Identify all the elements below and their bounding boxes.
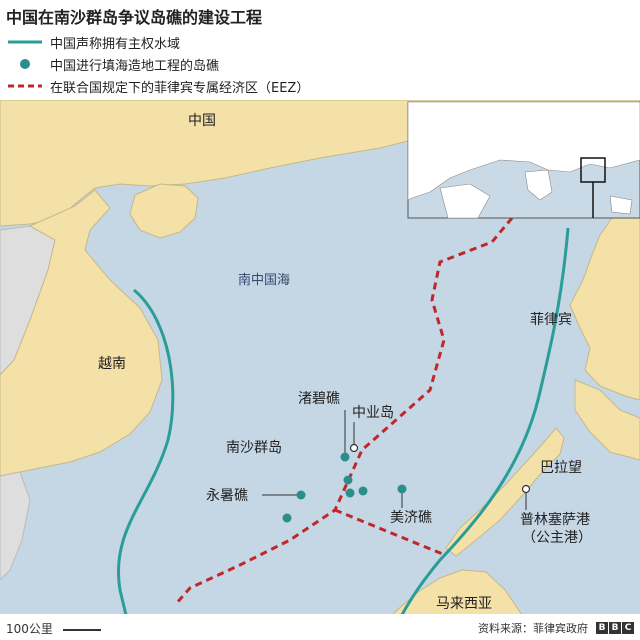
source-credit: 资料来源：菲律宾政府 B B C [478,620,634,636]
legend-reclaimed-label: 中国进行填海造地工程的岛礁 [50,58,220,74]
luzon-island [569,209,640,401]
label-subi-reef: 渚碧礁 [298,391,340,407]
inset-landmass-africa [439,183,491,219]
china-claim-line-west [117,288,175,640]
label-fiery-cross: 永暑礁 [206,488,248,504]
reef-marker-1 [343,475,353,485]
inset-map [407,101,640,219]
city-marker-puerto-princesa [521,484,531,494]
label-south-china-sea: 南中国海 [238,272,290,288]
eez-line-swatch [6,76,44,96]
map-title: 中国在南沙群岛争议岛礁的建设工程 [6,8,263,27]
reef-marker-fiery-cross [296,490,306,500]
south-china-sea-map: 中国 南中国海 越南 南沙群岛 渚碧礁 中业岛 永暑礁 美济礁 菲律宾 巴拉望 … [0,100,640,640]
bbc-logo: B B C [596,622,634,634]
scale-bar: 100公里 [6,620,101,637]
legend-eez-label: 在联合国规定下的菲律宾专属经济区（EEZ） [50,80,310,96]
footer-band [0,614,640,640]
bbc-logo-letter-2: B [609,622,621,634]
legend-claim-line: 中国声称拥有主权水域 [6,32,180,52]
claim-line-swatch [6,32,44,52]
scale-line [62,628,101,631]
legend-reclaimed: 中国进行填海造地工程的岛礁 [6,54,219,74]
bbc-logo-letter-3: C [622,622,634,634]
reef-marker-subi [340,452,350,462]
label-vietnam: 越南 [98,356,126,372]
source-text: 资料来源：菲律宾政府 [478,622,588,635]
label-palawan: 巴拉望 [540,460,582,476]
label-malaysia: 马来西亚 [436,596,492,612]
label-puerto-princesa: 普林塞萨港 [520,511,590,528]
reef-dot-swatch [6,54,44,74]
bbc-logo-letter-1: B [596,622,608,634]
reef-marker-mischief [397,484,407,494]
legend-claim-label: 中国声称拥有主权水域 [50,36,181,52]
label-china: 中国 [188,113,216,129]
philippines-eez-line [173,217,514,606]
reef-marker-4 [282,513,292,523]
label-philippines: 菲律宾 [530,312,572,328]
scale-label: 100公里 [6,622,53,636]
inset-landmass-north [407,101,640,201]
palawan-island [445,427,565,557]
label-spratly: 南沙群岛 [226,440,282,456]
inset-landmass-india [524,169,553,201]
china-claim-line-east [388,227,570,640]
neighbor-land-south [0,471,31,581]
label-puerto-princesa-alt: （公主港） [522,530,592,546]
reef-marker-2 [345,488,355,498]
island-marker-thitu [349,443,359,453]
label-thitu-island: 中业岛 [352,405,394,421]
philippines-eez-line-spur [334,508,446,557]
hainan-island [129,183,199,239]
vietnam-land [0,189,163,477]
inset-landmass-australia [609,195,633,215]
map-header: 中国在南沙群岛争议岛礁的建设工程 中国声称拥有主权水域 中国进行填海造地工程的岛… [0,0,640,100]
legend-eez: 在联合国规定下的菲律宾专属经济区（EEZ） [6,76,309,96]
label-mischief-reef: 美济礁 [390,510,432,526]
visayas-islands [574,379,640,461]
reef-marker-3 [358,486,368,496]
